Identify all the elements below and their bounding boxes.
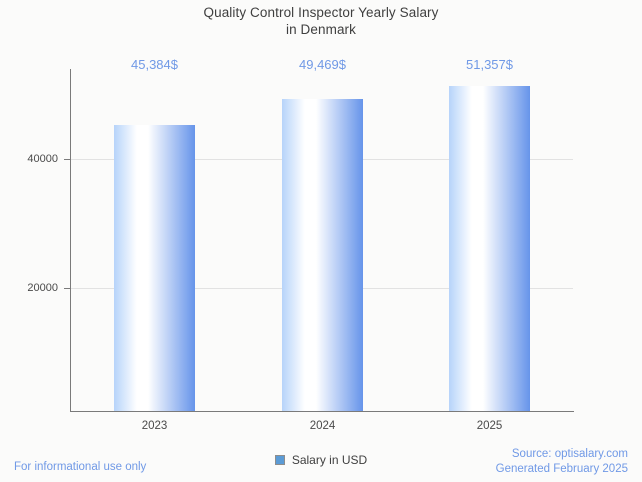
chart-title-line-2: in Denmark [285,22,357,37]
x-tick-label-2025: 2025 [476,420,503,432]
footer-disclaimer: For informational use only [14,461,147,473]
chart-title-line-1: Quality Control Inspector Yearly Salary [203,5,439,20]
legend-label-salary-in-usd: Salary in USD [291,453,368,467]
bar-value-label-2023: 45,384$ [131,57,178,72]
footer-generated-date: Generated February 2025 [495,463,628,475]
bar-value-label-2024: 49,469$ [299,57,346,72]
chart-legend: Salary in USD [0,453,642,467]
chart-title: Quality Control Inspector Yearly Salary … [0,4,642,38]
y-axis-line [70,69,71,412]
bar-value-label-2025: 51,357$ [466,57,513,72]
y-tick-mark-20000 [64,288,71,290]
x-tick-label-2024: 2024 [309,420,336,432]
bar-2025[interactable] [449,86,530,411]
legend-swatch-salary-in-usd [274,455,285,465]
y-tick-label-20000: 20000 [27,282,58,295]
bar-2023[interactable] [114,125,195,411]
footer-source-site: Source: optisalary.com [511,448,628,460]
x-axis-line [70,411,574,412]
x-tick-label-2023: 2023 [141,420,168,432]
footer-source: Source: optisalary.com Generated Februar… [496,447,628,477]
bar-2024[interactable] [282,99,363,411]
y-tick-mark-40000 [64,159,71,161]
y-tick-label-40000: 40000 [27,153,58,166]
